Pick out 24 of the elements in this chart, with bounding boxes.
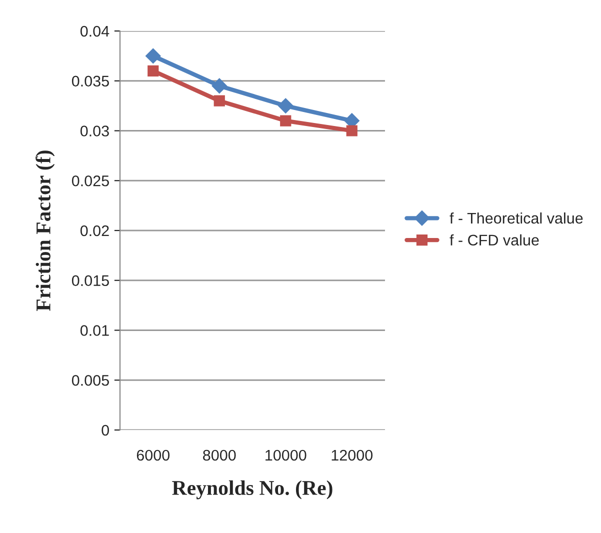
y-tick-label: 0.025: [72, 175, 109, 186]
x-axis-title: Reynolds No. (Re): [172, 480, 332, 500]
y-tick-label: 0.015: [72, 275, 109, 286]
x-tick-label: 10000: [266, 450, 306, 461]
point: [278, 98, 294, 114]
y-tick-label: 0.035: [72, 76, 109, 87]
y-tick-label: 0.01: [80, 325, 109, 336]
point: [280, 115, 292, 126]
y-tick-label: 0.03: [80, 126, 109, 136]
legend-label: f - Theoretical value: [450, 212, 583, 224]
point: [146, 48, 161, 64]
y-tick-label: 0.02: [80, 225, 109, 236]
y-tick-label: 0.005: [72, 374, 109, 386]
point: [212, 78, 227, 94]
point: [214, 95, 225, 106]
x-tick-label: 6000: [136, 450, 170, 461]
y-tick-label: 0: [102, 424, 109, 436]
x-tick-label: 12000: [332, 450, 373, 461]
point: [148, 65, 159, 76]
y-tick-label: 0.04: [80, 26, 110, 37]
point: [346, 125, 358, 136]
y-axis-title: Friction Factor (f): [36, 150, 55, 311]
x-tick-label: 8000: [203, 450, 236, 461]
legend-label: f - CFD value: [450, 234, 539, 246]
